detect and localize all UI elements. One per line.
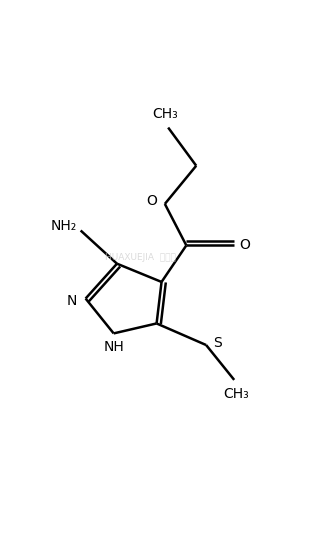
Text: S: S <box>213 336 222 350</box>
Text: O: O <box>239 238 250 253</box>
Text: O: O <box>146 194 157 208</box>
Text: CH₃: CH₃ <box>223 387 249 401</box>
Text: NH: NH <box>104 340 125 355</box>
Text: NH₂: NH₂ <box>50 219 77 233</box>
Text: N: N <box>67 294 77 308</box>
Text: HUAXUEJIA  化学加: HUAXUEJIA 化学加 <box>105 253 175 262</box>
Text: CH₃: CH₃ <box>152 107 178 121</box>
